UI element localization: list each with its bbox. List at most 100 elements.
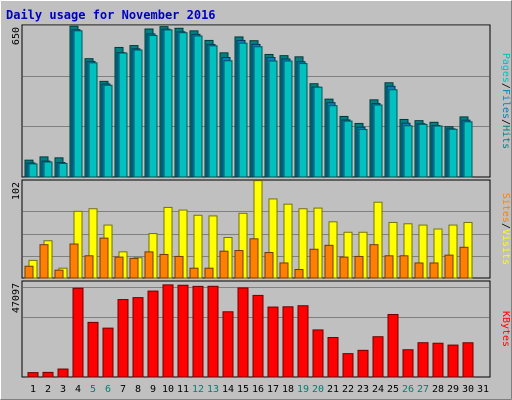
bar-sites-day-29 [444,254,454,279]
bar-kbytes-day-18 [282,306,294,378]
bar-pages-day-18 [283,60,293,178]
bar-pages-day-2 [43,161,53,178]
bar-pages-day-23 [358,129,368,178]
day-label-15: 15 [237,384,249,395]
bar-pages-day-6 [103,84,113,178]
series-legend-label: Sites/Visits [500,193,511,265]
day-label-3: 3 [60,384,66,395]
bar-visits-day-19 [298,208,308,279]
bar-sites-day-13 [204,267,214,279]
bar-kbytes-day-20 [312,329,324,378]
bar-sites-day-18 [279,262,289,279]
bar-kbytes-day-28 [432,342,444,378]
bar-kbytes-day-4 [72,287,84,378]
bar-sites-day-19 [294,269,304,279]
bar-pages-day-3 [58,162,68,178]
bar-pages-day-29 [448,128,458,178]
bar-pages-day-14 [223,60,233,178]
legend-part: / [500,119,511,125]
day-label-4: 4 [75,384,81,395]
bar-kbytes-day-3 [57,368,69,378]
bar-kbytes-day-23 [357,349,369,378]
day-label-18: 18 [282,384,294,395]
day-label-2: 2 [45,384,51,395]
bar-sites-day-26 [399,255,409,279]
bar-kbytes-day-6 [102,327,114,378]
y-max-label: 102 [11,182,22,200]
bar-kbytes-day-2 [42,371,54,378]
day-label-21: 21 [327,384,339,395]
bar-sites-day-8 [129,257,139,279]
day-axis: 1 2 3 4 5 6 7 8 9 10 11 12 13 14 15 16 17 18 19 20 21 22 23 24 2… [30,384,489,395]
bar-pages-day-25 [388,89,398,178]
bar-kbytes-day-29 [447,344,459,378]
bar-pages-day-11 [178,32,188,178]
day-label-14: 14 [222,384,234,395]
day-label-28: 28 [432,384,444,395]
bar-pages-day-26 [403,125,413,178]
bar-kbytes-day-8 [132,297,144,378]
bar-pages-day-22 [343,120,353,178]
bar-kbytes-day-17 [267,306,279,378]
day-label-10: 10 [162,384,174,395]
bar-sites-day-5 [84,255,94,279]
series-legend-label: KBytes [500,311,511,347]
bar-kbytes-day-13 [207,285,219,378]
bar-kbytes-day-26 [402,349,414,378]
sites-visits-panel: 102 Sites/Visits [11,179,511,279]
bar-pages-day-24 [373,104,383,178]
day-label-6: 6 [105,384,111,395]
bar-pages-day-7 [118,52,128,178]
day-label-13: 13 [207,384,219,395]
bar-kbytes-day-19 [297,305,309,378]
bar-sites-day-20 [309,248,319,279]
bar-pages-day-13 [208,45,218,178]
bar-kbytes-day-7 [117,299,129,378]
bar-kbytes-day-1 [27,372,39,378]
day-label-31: 31 [477,384,489,395]
day-label-24: 24 [372,384,384,395]
bar-pages-day-17 [268,60,278,178]
bar-sites-day-16 [249,238,259,279]
bar-kbytes-day-12 [192,285,204,378]
bar-pages-day-5 [88,62,98,178]
bar-kbytes-day-5 [87,321,99,378]
day-label-26: 26 [402,384,414,395]
bar-sites-day-23 [354,255,364,279]
day-label-12: 12 [192,384,204,395]
day-label-9: 9 [150,384,156,395]
bar-kbytes-day-10 [162,284,174,378]
bar-sites-day-7 [114,256,124,279]
bar-pages-day-20 [313,86,323,178]
y-max-label: 47097 [11,283,22,313]
bar-pages-day-15 [238,42,248,178]
bar-sites-day-27 [414,262,424,279]
bar-sites-day-3 [54,269,64,279]
bar-kbytes-day-15 [237,287,249,378]
bar-sites-day-22 [339,256,349,279]
bar-sites-day-28 [429,262,439,279]
bar-sites-day-21 [324,244,334,279]
bar-pages-day-19 [298,63,308,178]
day-label-20: 20 [312,384,324,395]
bar-pages-day-1 [28,163,38,178]
day-label-25: 25 [387,384,399,395]
day-label-11: 11 [177,384,189,395]
legend-part: KBytes [500,311,511,347]
day-label-19: 19 [297,384,309,395]
day-label-30: 30 [462,384,474,395]
bar-pages-day-9 [148,35,158,178]
bar-kbytes-day-30 [462,342,474,378]
legend-part: / [500,223,511,229]
bar-kbytes-day-25 [387,313,399,378]
bar-sites-day-12 [189,267,199,279]
bar-sites-day-17 [264,252,274,279]
day-label-23: 23 [357,384,369,395]
day-label-8: 8 [135,384,141,395]
bar-pages-day-16 [253,46,263,178]
day-label-7: 7 [120,384,126,395]
legend-part: / [500,83,511,89]
bar-sites-day-25 [384,255,394,279]
legend-part: Hits [500,125,511,149]
